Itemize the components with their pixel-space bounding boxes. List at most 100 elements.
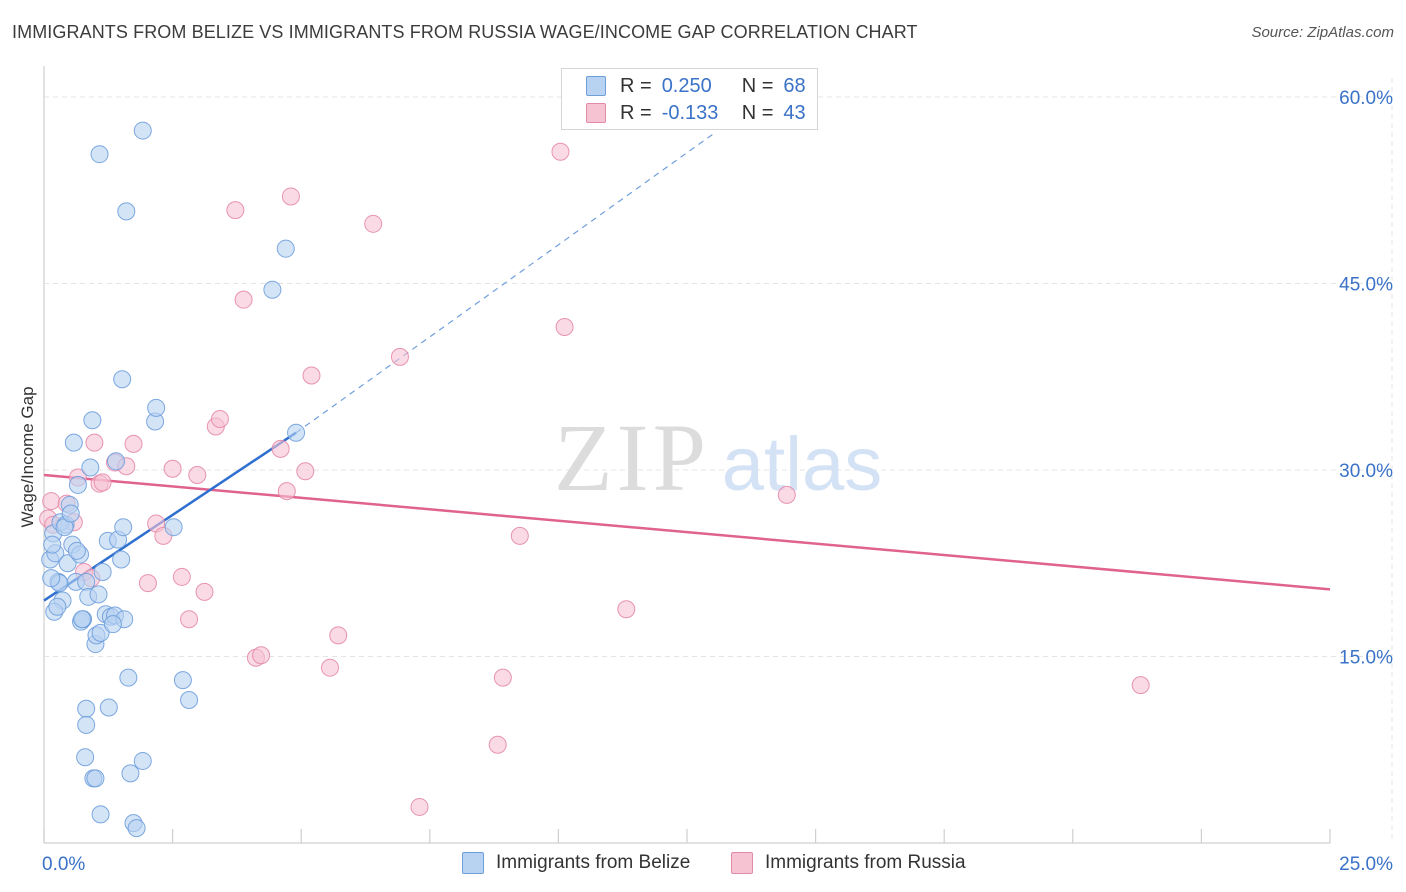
belize-point-50 bbox=[147, 398, 166, 417]
belize-point-39 bbox=[113, 370, 132, 389]
belize-point-42 bbox=[117, 202, 136, 221]
belize-point-55 bbox=[263, 280, 282, 299]
russia-point-32 bbox=[302, 366, 321, 385]
russia-point-44 bbox=[777, 485, 796, 504]
belize-point-13 bbox=[68, 475, 87, 494]
belize-point-48 bbox=[133, 121, 152, 140]
belize-point-67 bbox=[103, 615, 122, 634]
y-axis-label: Wage/Income Gap bbox=[18, 386, 37, 527]
belize-point-65 bbox=[42, 569, 61, 588]
russia-point-29 bbox=[277, 482, 296, 501]
x-tick-label-0: 0.0% bbox=[42, 854, 85, 875]
belize-point-20 bbox=[83, 411, 102, 430]
belize-point-43 bbox=[119, 668, 138, 687]
bottom-legend-swatch-russia bbox=[731, 852, 753, 874]
belize-point-51 bbox=[164, 518, 183, 537]
belize-point-11 bbox=[64, 433, 83, 452]
belize-point-36 bbox=[107, 452, 126, 471]
bottom-legend: Immigrants from Belize Immigrants from R… bbox=[0, 852, 1406, 878]
russia-point-25 bbox=[234, 290, 253, 309]
watermark: ZIP atlas bbox=[554, 404, 882, 511]
belize-point-63 bbox=[91, 623, 110, 642]
bottom-legend-label-russia: Immigrants from Russia bbox=[765, 852, 966, 873]
russia-point-14 bbox=[138, 574, 157, 593]
belize-point-22 bbox=[77, 699, 96, 718]
russia-point-28 bbox=[271, 439, 290, 458]
russia-trend-line bbox=[43, 473, 1331, 591]
legend-r-label: R = bbox=[620, 74, 652, 97]
belize-point-40 bbox=[114, 518, 133, 537]
belize-point-66 bbox=[61, 504, 80, 523]
chart-title: IMMIGRANTS FROM BELIZE VS IMMIGRANTS FRO… bbox=[12, 22, 918, 42]
belize-point-19 bbox=[81, 458, 100, 477]
belize-point-52 bbox=[173, 671, 192, 690]
russia-point-37 bbox=[410, 797, 429, 816]
belize-point-53 bbox=[180, 691, 199, 710]
russia-point-34 bbox=[329, 626, 348, 645]
russia-point-36 bbox=[390, 347, 409, 366]
russia-point-10 bbox=[93, 473, 112, 492]
russia-point-17 bbox=[163, 459, 182, 478]
russia-point-42 bbox=[555, 318, 574, 337]
belize-point-44 bbox=[121, 764, 140, 783]
russia-point-31 bbox=[296, 462, 315, 481]
watermark-zip: ZIP bbox=[554, 404, 710, 511]
y-tick-label-3: 60.0% bbox=[1339, 88, 1393, 109]
bottom-legend-russia[interactable]: Immigrants from Russia bbox=[731, 852, 966, 874]
russia-point-41 bbox=[551, 142, 570, 161]
bottom-legend-swatch-belize bbox=[462, 852, 484, 874]
legend-row-belize: R = 0.250 N = 68 bbox=[586, 73, 806, 99]
belize-point-47 bbox=[133, 751, 152, 770]
legend-r-label: R = bbox=[620, 101, 652, 124]
russia-point-27 bbox=[252, 646, 271, 665]
belize-point-58 bbox=[43, 535, 62, 554]
belize-point-62 bbox=[73, 610, 92, 629]
legend-box: R = 0.250 N = 68 R = -0.133 N = 43 bbox=[561, 68, 818, 130]
watermark-atlas: atlas bbox=[722, 422, 883, 507]
russia-point-43 bbox=[617, 600, 636, 619]
belize-point-64 bbox=[48, 597, 67, 616]
russia-point-19 bbox=[180, 610, 199, 629]
legend-n-value-russia: 43 bbox=[783, 101, 806, 124]
source-label: Source: ZipAtlas.com bbox=[1251, 24, 1394, 41]
russia-point-24 bbox=[226, 201, 245, 220]
russia-point-13 bbox=[124, 434, 143, 453]
belize-point-28 bbox=[89, 585, 108, 604]
tick-labels: 15.0% 30.0% 45.0% 60.0% 0.0% 25.0% bbox=[42, 88, 1393, 875]
russia-point-21 bbox=[195, 582, 214, 601]
belize-point-56 bbox=[276, 239, 295, 258]
axes bbox=[43, 66, 1331, 844]
x-tick-label-1: 25.0% bbox=[1339, 854, 1393, 875]
belize-point-29 bbox=[91, 805, 110, 824]
russia-point-30 bbox=[281, 187, 300, 206]
legend-n-label: N = bbox=[741, 101, 774, 124]
legend-row-russia: R = -0.133 N = 43 bbox=[586, 100, 806, 126]
series-belize-points bbox=[41, 121, 306, 838]
gridlines bbox=[44, 78, 1393, 843]
belize-point-33 bbox=[99, 698, 118, 717]
belize-point-38 bbox=[112, 550, 131, 569]
legend-r-value-russia: -0.133 bbox=[661, 101, 719, 124]
legend-swatch-russia bbox=[586, 103, 606, 123]
y-tick-label-1: 30.0% bbox=[1339, 461, 1393, 482]
bottom-legend-belize[interactable]: Immigrants from Belize bbox=[462, 852, 690, 874]
russia-point-40 bbox=[493, 668, 512, 687]
russia-point-38 bbox=[488, 735, 507, 754]
belize-point-30 bbox=[93, 562, 112, 581]
russia-point-1 bbox=[42, 492, 61, 511]
russia-point-18 bbox=[172, 567, 191, 586]
belize-point-17 bbox=[77, 572, 96, 591]
bottom-legend-label-belize: Immigrants from Belize bbox=[496, 852, 691, 873]
y-tick-label-0: 15.0% bbox=[1339, 648, 1393, 669]
belize-trend-extension bbox=[295, 133, 714, 434]
belize-point-57 bbox=[287, 423, 306, 442]
belize-point-8 bbox=[58, 554, 77, 573]
russia-point-45 bbox=[1131, 676, 1150, 695]
belize-point-46 bbox=[127, 819, 146, 838]
belize-point-61 bbox=[67, 541, 86, 560]
russia-point-35 bbox=[364, 214, 383, 233]
belize-point-25 bbox=[86, 769, 105, 788]
y-tick-label-2: 45.0% bbox=[1339, 275, 1393, 296]
russia-point-20 bbox=[188, 465, 207, 484]
